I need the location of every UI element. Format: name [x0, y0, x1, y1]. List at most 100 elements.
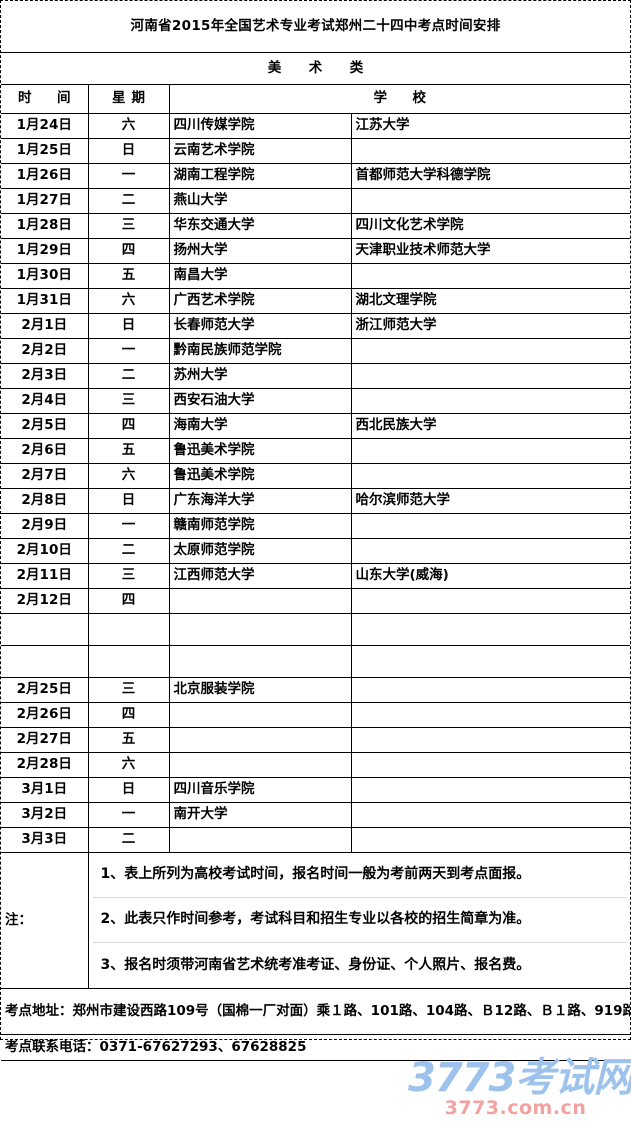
cell-school-b: [350, 726, 631, 753]
cell-school-b: [350, 462, 631, 489]
cell-date: 1月25日: [1, 137, 89, 164]
cell-weekday: 四: [87, 237, 170, 264]
cell-school-a: [168, 826, 352, 853]
category-heading: 美 术 类: [1, 51, 631, 85]
table-row: 2月9日一赣南师范学院: [1, 512, 631, 539]
cell-date: 2月25日: [1, 676, 89, 703]
cell-date: 3月2日: [1, 801, 89, 828]
table-row: 2月8日日广东海洋大学 哈尔滨师范大学: [1, 487, 631, 514]
table-row: 2月26日四: [1, 701, 631, 728]
cell-school-a: [168, 644, 352, 678]
cell-school-b: [350, 262, 631, 289]
cell-school-a: 鲁迅美术学院: [168, 462, 352, 489]
cell-school-b: 江苏大学: [350, 113, 631, 139]
cell-date: 2月27日: [1, 726, 89, 753]
cell-weekday: 一: [87, 801, 170, 828]
cell-school-a: 西安石油大学: [168, 387, 352, 414]
header-row: 时 间 星期 学 校: [1, 83, 631, 114]
cell-school-b: [350, 644, 631, 678]
table-row: 2月10日二太原师范学院: [1, 537, 631, 564]
cell-weekday: 四: [87, 701, 170, 728]
cell-school-b: [350, 751, 631, 778]
cell-weekday: 六: [87, 751, 170, 778]
cell-school-a: 湖南工程学院: [168, 162, 352, 189]
table-row: 3月1日日四川音乐学院: [1, 776, 631, 803]
table-row: 2月5日四海南大学 西北民族大学: [1, 412, 631, 439]
column-header-weekday: 星期: [87, 83, 170, 114]
cell-weekday: 三: [87, 676, 170, 703]
cell-school-a: 太原师范学院: [168, 537, 352, 564]
cell-school-a: 四川传媒学院: [168, 113, 352, 139]
cell-school-a: 扬州大学: [168, 237, 352, 264]
cell-school-b: [350, 362, 631, 389]
cell-weekday: 五: [87, 262, 170, 289]
note-item-3: 3、报名时须带河南省艺术统考准考证、身份证、个人照片、报名费。: [100, 956, 531, 973]
cell-school-b: [350, 187, 631, 214]
cell-date: 2月6日: [1, 437, 89, 464]
note-item-1: 1、表上所列为高校考试时间，报名时间一般为考前两天到考点面报。: [92, 853, 627, 898]
cell-weekday: 二: [87, 826, 170, 853]
table-row: 1月30日五南昌大学: [1, 262, 631, 289]
cell-date: 2月8日: [1, 487, 89, 514]
cell-school-b: [350, 776, 631, 803]
table-row: 2月2日一黔南民族师范学院: [1, 337, 631, 364]
cell-school-b: 首都师范大学科德学院: [350, 162, 631, 189]
exam-site-telephone: 考点联系电话：0371-67627293、67628825: [1, 1033, 631, 1061]
cell-date: 2月10日: [1, 537, 89, 564]
cell-school-a: 南开大学: [168, 801, 352, 828]
schedule-table: 河南省2015年全国艺术专业考试郑州二十四中考点时间安排 美 术 类 时 间 星…: [1, 1, 631, 1061]
column-header-time: 时 间: [1, 83, 89, 114]
cell-weekday: 四: [87, 412, 170, 439]
cell-date: 2月12日: [1, 587, 89, 614]
cell-date: 2月5日: [1, 412, 89, 439]
cell-school-a: [168, 612, 352, 646]
cell-weekday: 三: [87, 212, 170, 239]
cell-school-b: 天津职业技术师范大学: [350, 237, 631, 264]
cell-date: 2月7日: [1, 462, 89, 489]
cell-date: 2月1日: [1, 312, 89, 339]
cell-date: 1月24日: [1, 113, 89, 139]
table-row: [1, 644, 631, 678]
table-row: 2月7日六鲁迅美术学院: [1, 462, 631, 489]
notes-label: 注：: [1, 852, 89, 989]
cell-weekday: 三: [87, 387, 170, 414]
cell-weekday: 三: [87, 562, 170, 589]
column-header-school: 学 校: [168, 83, 631, 114]
cell-school-b: [350, 826, 631, 853]
cell-school-a: 南昌大学: [168, 262, 352, 289]
table-row: 1月24日六四川传媒学院 江苏大学: [1, 113, 631, 139]
cell-school-b: [350, 801, 631, 828]
cell-school-a: [168, 701, 352, 728]
cell-weekday: 五: [87, 726, 170, 753]
table-row: 2月4日三西安石油大学: [1, 387, 631, 414]
cell-date: 2月11日: [1, 562, 89, 589]
cell-weekday: 六: [87, 113, 170, 139]
site-watermark: 3773考试网 3773.com.cn: [408, 1056, 631, 1128]
category-row: 美 术 类: [1, 51, 631, 85]
cell-school-b: 浙江师范大学: [350, 312, 631, 339]
cell-weekday: 日: [87, 487, 170, 514]
cell-date: 1月28日: [1, 212, 89, 239]
cell-school-a: 赣南师范学院: [168, 512, 352, 539]
table-row: 2月27日五: [1, 726, 631, 753]
table-row: 2月1日日长春师范大学 浙江师范大学: [1, 312, 631, 339]
cell-school-a: 广西艺术学院: [168, 287, 352, 314]
exam-site-address: 考点地址：郑州市建设西路109号（国棉一厂对面）乘１路、101路、104路、Ｂ1…: [1, 987, 631, 1035]
print-sheet: 河南省2015年全国艺术专业考试郑州二十四中考点时间安排 美 术 类 时 间 星…: [0, 0, 631, 1061]
cell-date: 2月3日: [1, 362, 89, 389]
table-row: 1月27日二燕山大学: [1, 187, 631, 214]
table-row: 1月29日四扬州大学 天津职业技术师范大学: [1, 237, 631, 264]
cell-date: 3月1日: [1, 776, 89, 803]
cell-weekday: 二: [87, 537, 170, 564]
cell-date: 2月4日: [1, 387, 89, 414]
cell-school-a: 云南艺术学院: [168, 137, 352, 164]
cell-school-b: 西北民族大学: [350, 412, 631, 439]
cell-school-b: [350, 512, 631, 539]
cell-weekday: [87, 612, 170, 646]
schedule-rows: 1月24日六四川传媒学院 江苏大学 1月25日日云南艺术学院 1月26日一湖南工程学院…: [1, 113, 631, 853]
table-row: [1, 612, 631, 646]
cell-school-a: 苏州大学: [168, 362, 352, 389]
note-item-2: 2、此表只作时间参考，考试科目和招生专业以各校的招生简章为准。: [92, 898, 627, 943]
cell-school-a: 广东海洋大学: [168, 487, 352, 514]
page-title: 河南省2015年全国艺术专业考试郑州二十四中考点时间安排: [1, 1, 631, 53]
